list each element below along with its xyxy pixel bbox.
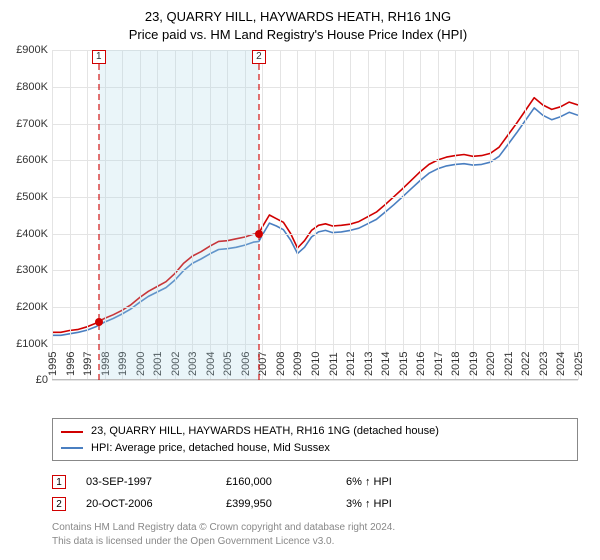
y-tick-label: £600K bbox=[16, 154, 52, 166]
gridline-v bbox=[525, 50, 526, 380]
gridline-v bbox=[455, 50, 456, 380]
x-axis-line bbox=[52, 379, 578, 380]
gridline-v bbox=[52, 50, 53, 380]
x-tick-label: 2024 bbox=[555, 352, 567, 380]
gridline-v bbox=[280, 50, 281, 380]
marker-badge: 2 bbox=[252, 50, 266, 64]
x-tick-label: 2016 bbox=[415, 352, 427, 380]
chart-title-address: 23, QUARRY HILL, HAYWARDS HEATH, RH16 1N… bbox=[12, 8, 584, 26]
gridline-v bbox=[508, 50, 509, 380]
x-tick-label: 2022 bbox=[520, 352, 532, 380]
x-tick-label: 2010 bbox=[310, 352, 322, 380]
y-tick-label: £500K bbox=[16, 191, 52, 203]
legend-swatch bbox=[61, 447, 83, 449]
gridline-v bbox=[87, 50, 88, 380]
x-tick-label: 2023 bbox=[538, 352, 550, 380]
marker-badge: 1 bbox=[92, 50, 106, 64]
legend-box: 23, QUARRY HILL, HAYWARDS HEATH, RH16 1N… bbox=[52, 418, 578, 461]
x-tick-label: 2017 bbox=[433, 352, 445, 380]
transaction-badge: 2 bbox=[52, 497, 66, 511]
gridline-v bbox=[385, 50, 386, 380]
marker-dot bbox=[255, 230, 263, 238]
marker-line bbox=[258, 64, 260, 380]
y-tick-label: £700K bbox=[16, 118, 52, 130]
legend-panel: 23, QUARRY HILL, HAYWARDS HEATH, RH16 1N… bbox=[52, 418, 578, 548]
gridline-v bbox=[420, 50, 421, 380]
x-tick-label: 1997 bbox=[82, 352, 94, 380]
y-tick-label: £400K bbox=[16, 228, 52, 240]
chart-title-sub: Price paid vs. HM Land Registry's House … bbox=[12, 26, 584, 44]
legend-row: HPI: Average price, detached house, Mid … bbox=[61, 440, 569, 457]
x-tick-label: 2018 bbox=[450, 352, 462, 380]
gridline-v bbox=[490, 50, 491, 380]
footnote-line2: This data is licensed under the Open Gov… bbox=[52, 536, 334, 547]
marker-dot bbox=[95, 318, 103, 326]
y-tick-label: £800K bbox=[16, 81, 52, 93]
ownership-shade bbox=[99, 50, 259, 380]
y-tick-label: £300K bbox=[16, 264, 52, 276]
gridline-v bbox=[438, 50, 439, 380]
transaction-price: £399,950 bbox=[226, 498, 346, 510]
transaction-price: £160,000 bbox=[226, 476, 346, 488]
gridline-v bbox=[560, 50, 561, 380]
legend-label: HPI: Average price, detached house, Mid … bbox=[91, 440, 330, 457]
transaction-delta: 3% ↑ HPI bbox=[346, 498, 456, 510]
gridline-v bbox=[297, 50, 298, 380]
y-tick-label: £900K bbox=[16, 44, 52, 56]
x-tick-label: 2021 bbox=[503, 352, 515, 380]
transaction-row: 1 03-SEP-1997£160,0006% ↑ HPI bbox=[52, 471, 578, 493]
gridline-v bbox=[543, 50, 544, 380]
x-tick-label: 2014 bbox=[380, 352, 392, 380]
transaction-date: 03-SEP-1997 bbox=[86, 476, 226, 488]
gridline-v bbox=[70, 50, 71, 380]
gridline-v bbox=[578, 50, 579, 380]
chart-container: 23, QUARRY HILL, HAYWARDS HEATH, RH16 1N… bbox=[0, 0, 600, 560]
marker-line bbox=[98, 64, 100, 380]
gridline-v bbox=[315, 50, 316, 380]
legend-row: 23, QUARRY HILL, HAYWARDS HEATH, RH16 1N… bbox=[61, 423, 569, 440]
transaction-badge: 1 bbox=[52, 475, 66, 489]
transaction-date: 20-OCT-2006 bbox=[86, 498, 226, 510]
x-tick-label: 2013 bbox=[363, 352, 375, 380]
gridline-v bbox=[350, 50, 351, 380]
transaction-row: 2 20-OCT-2006£399,9503% ↑ HPI bbox=[52, 493, 578, 515]
x-tick-label: 2008 bbox=[275, 352, 287, 380]
y-tick-label: £200K bbox=[16, 301, 52, 313]
x-tick-label: 1995 bbox=[47, 352, 59, 380]
legend-label: 23, QUARRY HILL, HAYWARDS HEATH, RH16 1N… bbox=[91, 423, 439, 440]
gridline-v bbox=[262, 50, 263, 380]
legend-swatch bbox=[61, 431, 83, 433]
gridline-v bbox=[403, 50, 404, 380]
x-tick-label: 2012 bbox=[345, 352, 357, 380]
footnote-line1: Contains HM Land Registry data © Crown c… bbox=[52, 522, 395, 533]
transaction-table: 1 03-SEP-1997£160,0006% ↑ HPI 2 20-OCT-2006… bbox=[52, 471, 578, 515]
x-tick-label: 2020 bbox=[485, 352, 497, 380]
footnote: Contains HM Land Registry data © Crown c… bbox=[52, 521, 578, 548]
y-tick-label: £100K bbox=[16, 338, 52, 350]
x-tick-label: 1996 bbox=[65, 352, 77, 380]
x-tick-label: 2015 bbox=[398, 352, 410, 380]
x-tick-label: 2019 bbox=[468, 352, 480, 380]
gridline-v bbox=[473, 50, 474, 380]
x-tick-label: 2009 bbox=[292, 352, 304, 380]
gridline-v bbox=[368, 50, 369, 380]
x-tick-label: 2011 bbox=[328, 353, 340, 381]
x-tick-label: 2025 bbox=[573, 352, 585, 380]
chart-plot-area: £0£100K£200K£300K£400K£500K£600K£700K£80… bbox=[52, 50, 578, 380]
gridline-h bbox=[52, 380, 578, 381]
transaction-delta: 6% ↑ HPI bbox=[346, 476, 456, 488]
gridline-v bbox=[333, 50, 334, 380]
